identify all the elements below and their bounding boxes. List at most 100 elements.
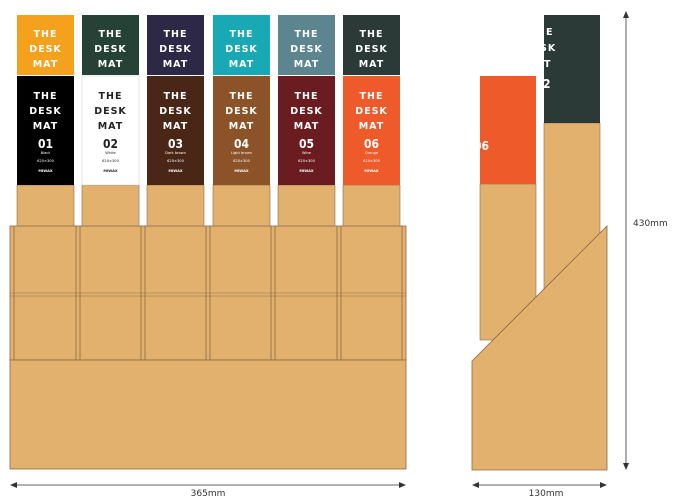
stand-front-box: [9, 225, 407, 470]
arrow-right-icon: [600, 482, 607, 488]
mat-top-line2: DESK: [290, 44, 323, 55]
mat-brand-logo: MIWAX: [299, 169, 313, 173]
mat-bottom-label: [278, 76, 335, 185]
side-front-label-number: 06: [474, 139, 489, 153]
side-back-label-number: 2: [543, 77, 551, 91]
mat-bottom-label: [343, 76, 400, 185]
mat-top-line3: MAT: [294, 59, 320, 70]
mat-size: 620×300: [37, 159, 54, 163]
arrow-right-icon: [399, 482, 406, 488]
mat-size: 620×300: [233, 159, 250, 163]
side-width-label: 130mm: [529, 489, 564, 499]
front-view: THEDESKMATTHEDESKMAT01Black620×300MIWAXT…: [9, 15, 407, 499]
mat-bottom-line2: DESK: [29, 106, 62, 117]
arrow-down-icon: [623, 463, 629, 470]
arrow-left-icon: [472, 482, 479, 488]
mat-size: 620×300: [363, 159, 380, 163]
front-width-dimension: 365mm: [10, 482, 406, 499]
mat-bottom-line1: THE: [230, 91, 254, 102]
mat-number: 06: [364, 137, 379, 151]
mat-bottom-label: [17, 76, 74, 185]
mat-top-line1: THE: [295, 29, 319, 40]
mat-color-name: White: [105, 151, 116, 155]
side-back-label-line3: T: [544, 59, 551, 70]
mat-bottom-line3: MAT: [229, 121, 255, 132]
mat-top-line3: MAT: [359, 59, 385, 70]
mat-brand-logo: MIWAX: [234, 169, 248, 173]
mat-bottom-line3: MAT: [163, 121, 189, 132]
front-width-label: 365mm: [191, 489, 226, 499]
mat-bottom-line3: MAT: [33, 121, 59, 132]
mat-brand-logo: MIWAX: [364, 169, 378, 173]
height-dimension: 430mm: [623, 11, 668, 470]
mat-size: 620×300: [298, 159, 315, 163]
mat-bottom-line1: THE: [360, 91, 384, 102]
side-back-label-line1: E: [546, 27, 554, 38]
mat-top-label: [343, 15, 400, 75]
mat-number: 02: [103, 137, 118, 151]
mat-number: 05: [299, 137, 314, 151]
mat-top-line3: MAT: [33, 59, 59, 70]
mat-bottom-line2: DESK: [355, 106, 388, 117]
side-front-mat-label: [480, 76, 536, 184]
mat-brand-logo: MIWAX: [168, 169, 182, 173]
height-label: 430mm: [633, 219, 668, 229]
mat-top-line1: THE: [34, 29, 58, 40]
mat-top-label: [278, 15, 335, 75]
mat-bottom-line3: MAT: [359, 121, 385, 132]
mat-color-name: Dark brown: [165, 151, 186, 155]
mat-brand-logo: MIWAX: [103, 169, 117, 173]
mat-top-line2: DESK: [159, 44, 192, 55]
side-back-label-line2: SK: [540, 43, 556, 54]
mat-color-name: Light brown: [231, 151, 252, 155]
mat-bottom-line2: DESK: [159, 106, 192, 117]
mat-top-label: [17, 15, 74, 75]
mat-top-label: [213, 15, 270, 75]
mat-bottom-line2: DESK: [94, 106, 127, 117]
mat-bottom-label: [81, 75, 140, 186]
side-width-dimension: 130mm: [472, 482, 607, 499]
mat-top-label: [147, 15, 204, 75]
mat-bottom-line1: THE: [164, 91, 188, 102]
mat-top-label: [82, 15, 139, 75]
mat-top-line1: THE: [164, 29, 188, 40]
mat-number: 01: [38, 137, 53, 151]
stand-front-panel: [9, 359, 407, 470]
mat-bottom-line3: MAT: [294, 121, 320, 132]
mat-top-line2: DESK: [225, 44, 258, 55]
stand-side-profile: [471, 225, 608, 471]
mat-color-name: Black: [41, 151, 52, 155]
mat-color-name: Orange: [365, 151, 379, 155]
mat-top-line2: DESK: [29, 44, 62, 55]
mat-brand-logo: MIWAX: [38, 169, 52, 173]
mat-top-line2: DESK: [355, 44, 388, 55]
mat-color-name: Wine: [302, 151, 312, 155]
mat-size: 620×300: [167, 159, 184, 163]
side-back-mat-label: [544, 15, 600, 123]
mat-size: 620×300: [102, 159, 119, 163]
mat-bottom-line1: THE: [99, 91, 123, 102]
mat-top-line3: MAT: [229, 59, 255, 70]
arrow-up-icon: [623, 11, 629, 18]
mat-bottom-line2: DESK: [225, 106, 258, 117]
mat-bottom-label: [213, 76, 270, 185]
mat-bottom-line1: THE: [34, 91, 58, 102]
mat-slots: THEDESKMATTHEDESKMAT01Black620×300MIWAXT…: [16, 15, 401, 246]
mat-bottom-line1: THE: [295, 91, 319, 102]
side-view: E SK T 2 06 130mm 430mm: [471, 11, 668, 499]
stand-dividers: [10, 226, 406, 360]
side-back-mat: E SK T 2: [540, 15, 601, 300]
mat-top-line1: THE: [360, 29, 384, 40]
mat-top-line2: DESK: [94, 44, 127, 55]
mat-bottom-line2: DESK: [290, 106, 323, 117]
mat-top-line3: MAT: [163, 59, 189, 70]
mat-number: 03: [168, 137, 183, 151]
